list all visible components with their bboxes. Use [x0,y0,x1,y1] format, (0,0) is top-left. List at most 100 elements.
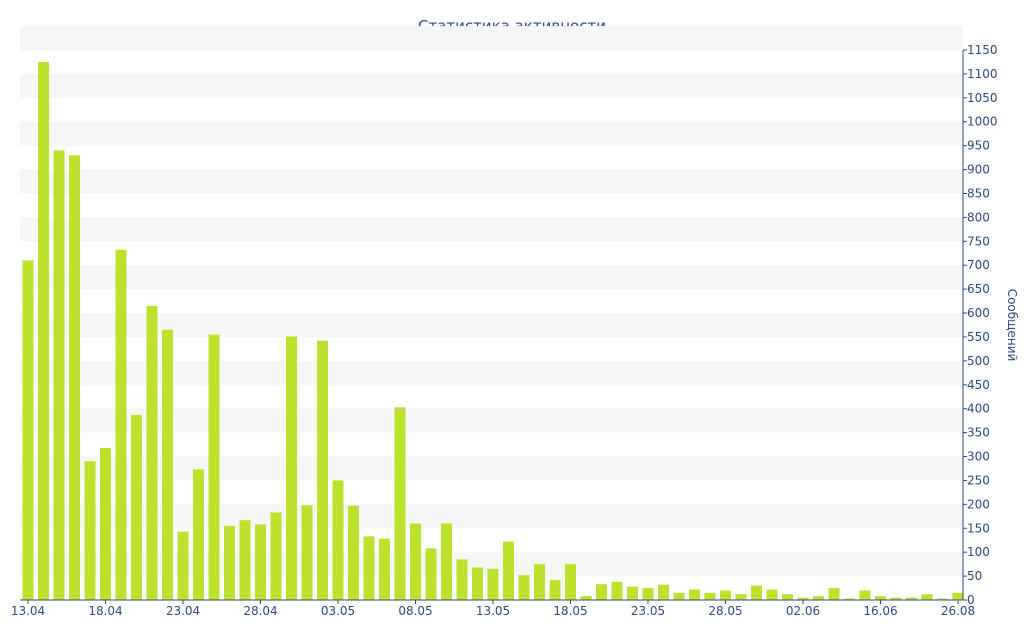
bar [937,598,948,600]
bar [146,305,158,600]
bar [704,592,716,600]
bar [410,523,421,600]
grid-band [20,360,963,385]
y-tick-label: 500 [967,354,990,368]
grid-band [20,504,963,529]
bar [270,512,282,600]
grid-band [20,265,963,290]
bar [363,536,375,600]
y-tick-label: 600 [967,306,990,320]
bar [317,340,328,600]
bar [921,594,933,600]
bar [193,469,204,600]
grid-band [20,456,963,481]
bar [549,579,561,600]
y-axis-title: Сообщений [1005,289,1019,362]
bar-series [22,61,964,601]
bar [813,596,824,600]
grid-band [20,169,963,194]
y-tick-label: 100 [967,545,990,559]
y-tick-label: 150 [967,521,990,535]
bar [611,581,623,600]
x-tick-label: 13.05 [476,604,510,618]
y-tick-label: 650 [967,282,990,296]
bar [890,597,902,600]
y-tick-label: 350 [967,426,990,440]
bar [642,588,654,600]
y-tick-label: 450 [967,378,990,392]
bar [379,538,390,600]
bar [115,249,127,601]
y-tick-label: 750 [967,234,990,248]
bar [766,589,778,600]
x-tick-label: 18.04 [88,604,122,618]
y-tick-label: 550 [967,330,990,344]
y-tick-label: 950 [967,139,990,153]
bar [100,447,111,600]
y-tick-label: 300 [967,450,990,464]
bar [208,334,220,600]
bar [472,567,483,600]
bar [286,336,297,600]
y-tick-label: 1050 [967,91,998,105]
bar [580,596,592,600]
y-tick-label: 200 [967,497,990,511]
bar [456,559,468,600]
x-axis: 13.04 18.04 23.04 28.04 03.05 08.05 13.05 18.05… [11,599,975,618]
bar [332,480,344,600]
bar [782,594,793,600]
bar [22,260,34,600]
bar [673,592,685,600]
y-axis: 0 50 100 150 200 250 300 350 400 450 500 550 600 650 7… [962,43,998,607]
bar [301,505,313,600]
y-tick-label: 400 [967,402,990,416]
y-tick-label: 0 [967,593,975,607]
bar [534,564,545,600]
bar [518,575,530,600]
bar [859,590,871,600]
bar [425,548,437,600]
y-tick-label: 700 [967,258,990,272]
bar [627,586,638,600]
bar [69,155,80,600]
x-tick-label: 13.04 [11,604,45,618]
bar [255,524,266,600]
bar [503,541,514,600]
x-tick-label: 23.04 [166,604,200,618]
bar [565,564,576,600]
x-tick-label: 02.06 [786,604,820,618]
bar [131,414,142,600]
grid-band [20,26,963,50]
x-tick-label: 28.05 [708,604,742,618]
y-tick-label: 1150 [967,43,998,57]
bar [487,568,499,600]
y-tick-label: 850 [967,186,990,200]
x-tick-label: 23.05 [631,604,665,618]
grid-band [20,121,963,146]
bar [38,61,49,600]
x-tick-label: 08.05 [398,604,432,618]
bar [689,589,700,600]
bar [797,597,809,600]
y-tick-label: 50 [967,569,982,583]
bar [239,520,251,600]
bar [348,505,359,600]
bar [177,531,189,600]
x-tick-label: 26.08 [941,604,975,618]
bar [844,598,855,600]
y-tick-label: 1100 [967,67,998,81]
bar [952,592,964,600]
x-tick-label: 28.04 [243,604,277,618]
y-tick-label: 800 [967,210,990,224]
bar [84,461,96,600]
bar [720,590,731,600]
x-tick-label: 18.05 [553,604,587,618]
grid-band [20,73,963,98]
y-tick-label: 1000 [967,115,998,129]
bar [162,329,173,600]
bar [828,588,840,600]
bar [906,597,917,600]
y-tick-label: 250 [967,473,990,487]
bar [394,407,406,600]
